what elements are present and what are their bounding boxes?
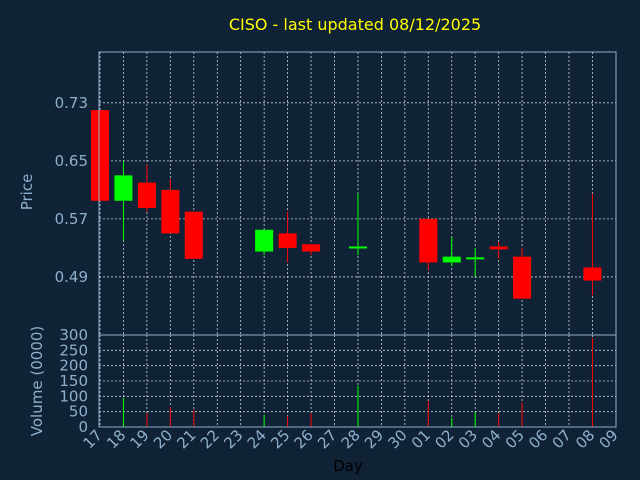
candle-body: [161, 189, 180, 234]
candle-body: [466, 257, 485, 260]
candle-body: [583, 267, 602, 281]
volume-tick-label: 100: [59, 387, 88, 405]
volume-tick-label: 50: [69, 403, 88, 421]
price-axis-label: Price: [18, 174, 36, 211]
candle-body: [278, 233, 297, 248]
x-axis-label: Day: [333, 457, 363, 475]
price-tick-label: 0.65: [55, 152, 88, 170]
candle-body: [137, 182, 156, 209]
candle-body: [255, 229, 274, 252]
candle-body: [419, 218, 438, 263]
candle-body: [184, 211, 203, 259]
volume-tick-label: 200: [59, 357, 88, 375]
volume-tick-label: 250: [59, 341, 88, 359]
price-tick-label: 0.73: [55, 94, 88, 112]
volume-tick-label: 150: [59, 372, 88, 390]
price-tick-label: 0.57: [55, 210, 88, 228]
volume-panel-frame: [98, 334, 617, 428]
candle-body: [91, 110, 109, 201]
volume-tick-label: 300: [59, 326, 88, 344]
price-tick-label: 0.49: [55, 268, 88, 286]
chart-title: CISO - last updated 08/12/2025: [229, 15, 481, 34]
candle-body: [114, 175, 133, 201]
price-tick-labels: 0.73 0.65 0.57 0.49: [55, 94, 88, 286]
x-tick-labels: 1718192021222324252627282930010203040506…: [80, 426, 622, 452]
candle-body: [302, 244, 321, 252]
candle-body: [442, 256, 461, 263]
volume-bars: [122, 338, 593, 427]
candle-body: [348, 246, 367, 249]
price-candles: [91, 110, 602, 299]
candle-body: [513, 256, 532, 299]
candle-body: [489, 246, 508, 250]
volume-tick-label: 0: [78, 418, 88, 436]
volume-axis-label: Volume (0000): [28, 326, 46, 436]
